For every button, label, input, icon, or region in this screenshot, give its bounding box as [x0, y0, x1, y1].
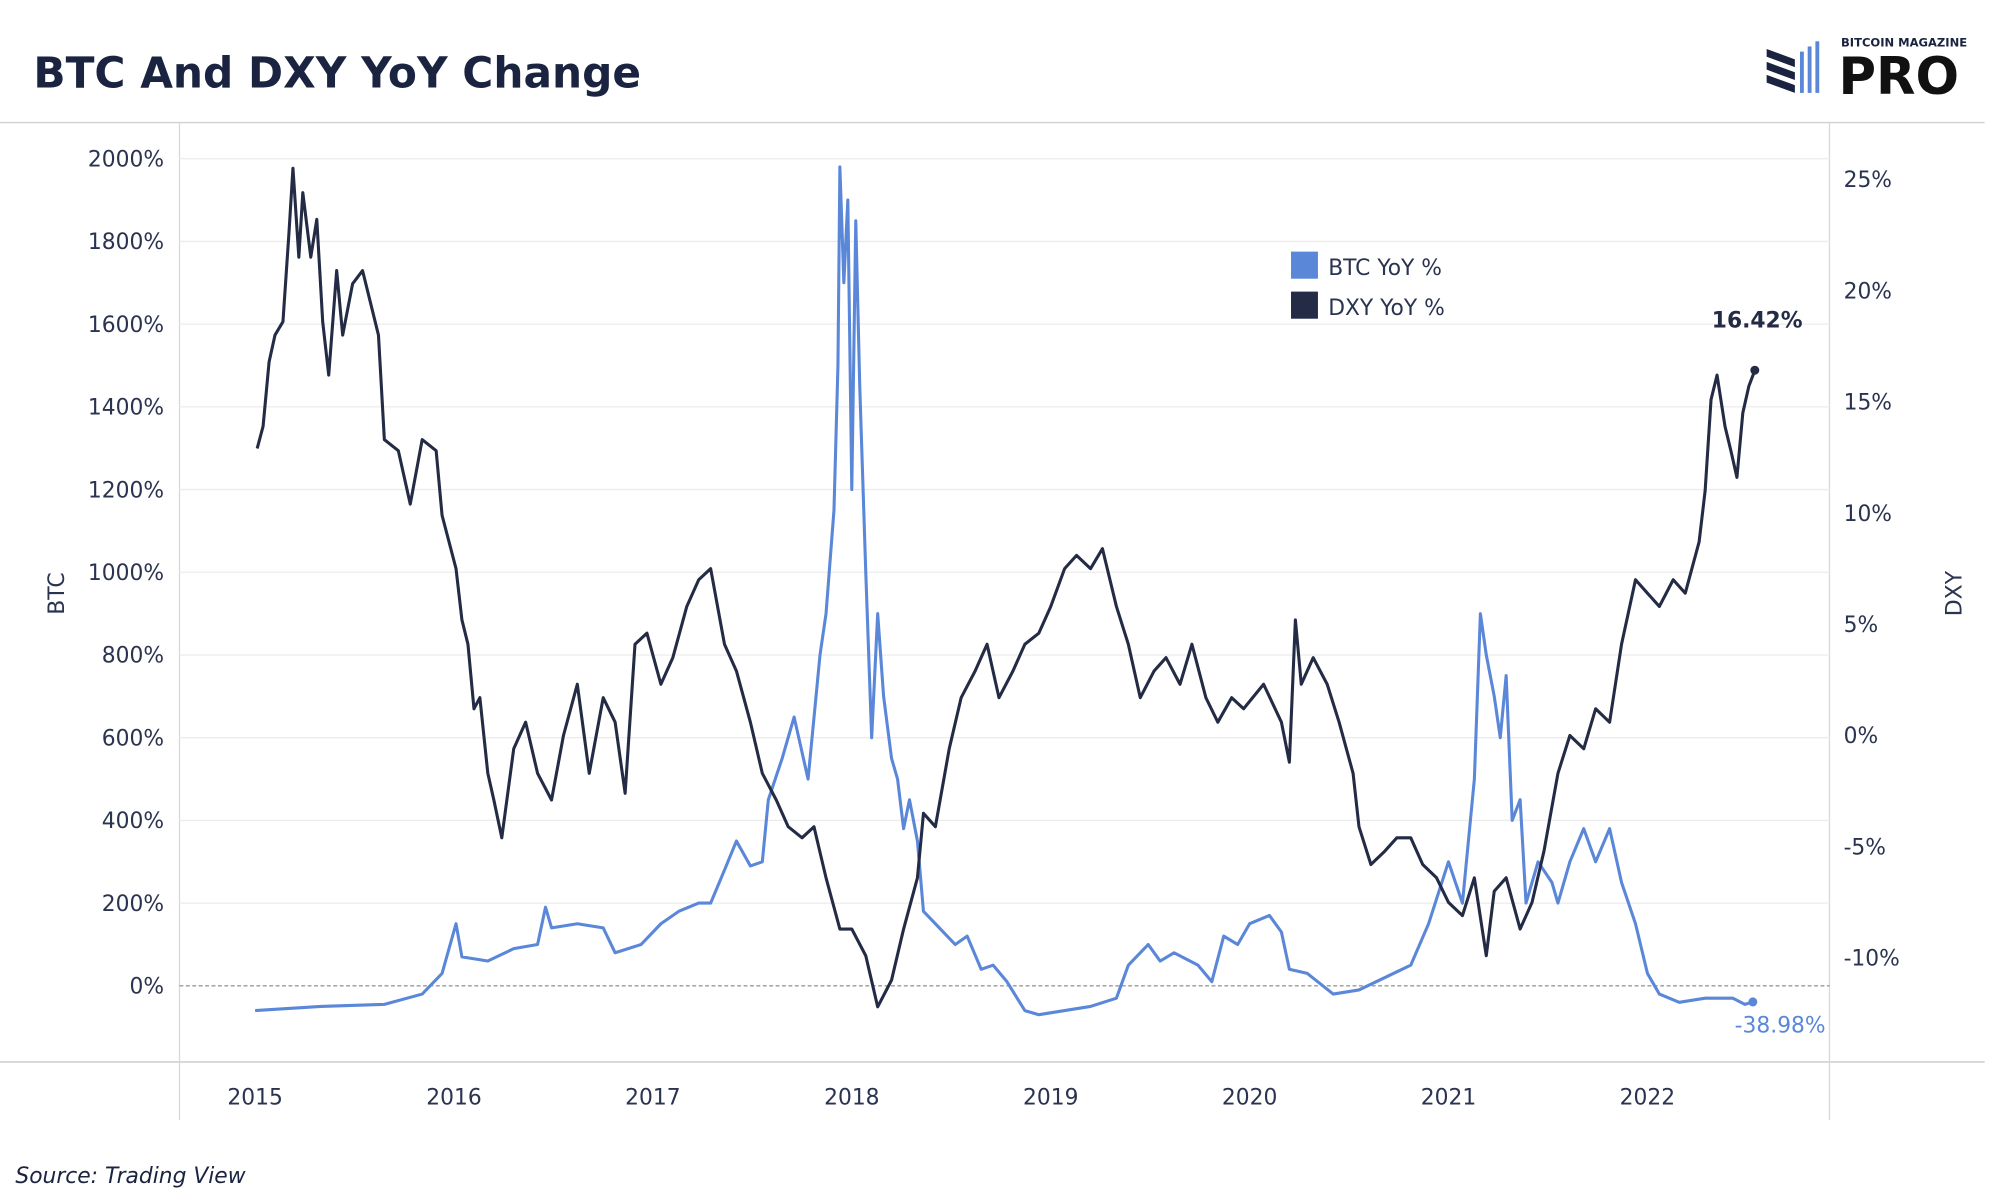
- dxy-end-marker: [1750, 365, 1760, 375]
- dxy-series-line: [255, 166, 1757, 1009]
- right-tick-label: -5%: [1844, 835, 1886, 860]
- x-tick-label: 2020: [1222, 1085, 1277, 1110]
- legend: BTC YoY % DXY YoY %: [1291, 251, 1445, 321]
- legend-label-btc: BTC YoY %: [1328, 256, 1442, 281]
- source-note: Source: Trading View: [15, 1164, 245, 1189]
- x-tick-label: 2015: [227, 1085, 282, 1110]
- legend-swatch-dxy: [1291, 291, 1318, 319]
- right-tick-label: 0%: [1844, 724, 1879, 749]
- gridlines: [179, 158, 1830, 904]
- chart-title: BTC And DXY YoY Change: [33, 50, 641, 99]
- x-tick-label: 2019: [1023, 1085, 1078, 1110]
- logo-main-text: PRO: [1838, 47, 1959, 107]
- right-tick-label: -10%: [1844, 947, 1900, 972]
- legend-label-dxy: DXY YoY %: [1328, 296, 1445, 321]
- x-tick-label: 2022: [1620, 1085, 1675, 1110]
- left-tick-label: 2000%: [88, 147, 164, 172]
- right-tick-label: 10%: [1844, 502, 1892, 527]
- btc-end-marker: [1748, 997, 1758, 1007]
- left-tick-label: 1200%: [88, 478, 164, 503]
- x-tick-label: 2017: [625, 1085, 680, 1110]
- x-tick-label: 2018: [824, 1085, 879, 1110]
- logo-top-text: BITCOIN MAGAZINE: [1841, 35, 1967, 49]
- left-axis-label: BTC: [45, 572, 70, 614]
- btc-end-label: -38.98%: [1735, 1013, 1826, 1038]
- x-tick-label: 2021: [1421, 1085, 1476, 1110]
- right-tick-label: 15%: [1844, 390, 1892, 415]
- left-tick-label: 1400%: [88, 396, 164, 421]
- left-tick-label: 600%: [102, 726, 164, 751]
- right-tick-label: 5%: [1844, 613, 1879, 638]
- logo-stripes-icon: [1766, 41, 1820, 93]
- left-tick-label: 1600%: [88, 313, 164, 338]
- left-tick-label: 400%: [102, 809, 164, 834]
- x-tick-label: 2016: [426, 1085, 481, 1110]
- dxy-end-label: 16.42%: [1712, 309, 1803, 334]
- ticks: 0% 200% 400% 600% 800% 1000% 1200% 1400% 1600% 18…: [88, 147, 1900, 1110]
- right-tick-label: 25%: [1844, 168, 1892, 193]
- left-tick-label: 1800%: [88, 230, 164, 255]
- left-tick-label: 200%: [102, 892, 164, 917]
- logo: BITCOIN MAGAZINE PRO: [1766, 35, 1967, 107]
- legend-swatch-btc: [1291, 251, 1318, 279]
- left-tick-label: 0%: [130, 974, 165, 999]
- btc-series-line: [255, 165, 1754, 1017]
- left-tick-label: 800%: [102, 644, 164, 669]
- right-tick-label: 20%: [1844, 279, 1892, 304]
- right-axis-label: DXY: [1943, 570, 1968, 616]
- left-tick-label: 1000%: [88, 561, 164, 586]
